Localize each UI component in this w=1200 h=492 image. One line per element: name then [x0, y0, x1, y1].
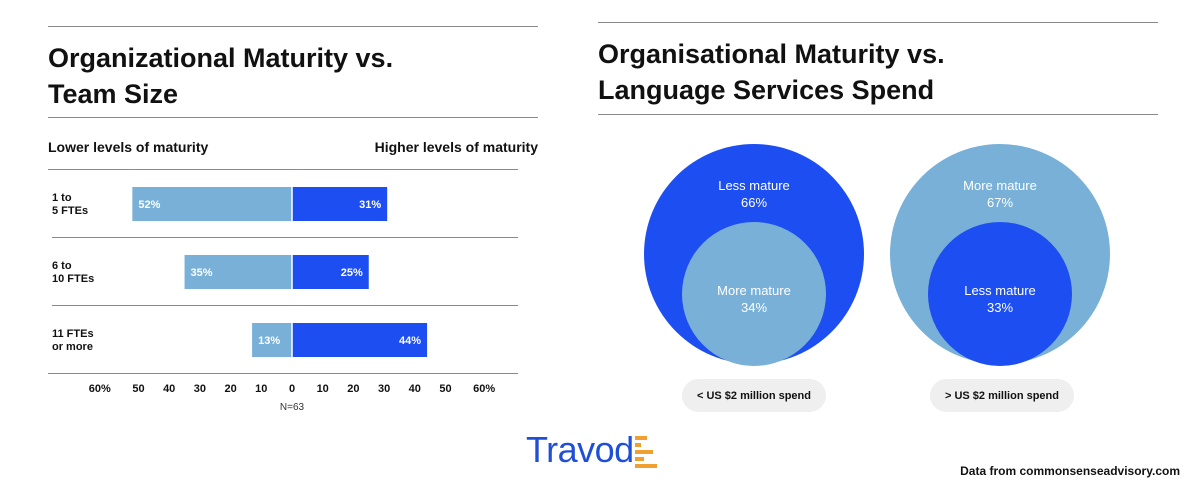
higher-value-label: 44% [399, 335, 421, 347]
higher-maturity-label: Higher levels of maturity [374, 139, 538, 155]
sample-size-note: N=63 [280, 402, 305, 413]
travod-logo: Travod [526, 430, 659, 470]
left-chart-title: Organizational Maturity vs. Team Size [48, 40, 538, 112]
inner-circle [682, 222, 826, 366]
circle-layer: Less mature 66% More mature 34% More mature 6… [644, 144, 1110, 366]
x-tick-label: 10 [317, 383, 329, 395]
bar-lower-maturity [252, 323, 292, 357]
spend-under-2m-pill: < US $2 million spend [682, 379, 826, 412]
bar-higher-maturity [292, 255, 369, 289]
travod-logo-text: Travod [526, 429, 634, 470]
bar-lower-maturity [184, 255, 292, 289]
inner-circle-value: 34% [741, 300, 767, 315]
team-size-bar-chart: 1 to 5 FTEs 52% 31% 6 to 10 FTEs 35% 25% 11 FTEs… [48, 169, 518, 413]
higher-value-label: 25% [341, 267, 363, 279]
right-chart-title: Organisational Maturity vs. Language Ser… [598, 36, 1158, 108]
left-top-rule [48, 26, 538, 27]
logo-stripes-icon [634, 436, 657, 468]
lower-value-label: 35% [191, 267, 213, 279]
outer-circle-value: 67% [987, 195, 1013, 210]
inner-circle [928, 222, 1072, 366]
x-tick-label: 60% [89, 383, 111, 395]
x-tick-label: 30 [194, 383, 206, 395]
inner-circle-value: 33% [987, 300, 1013, 315]
x-tick-label: 20 [224, 383, 236, 395]
x-tick-label: 10 [255, 383, 267, 395]
x-tick-label: 50 [132, 383, 144, 395]
spend-circles-chart: Less mature 66% More mature 34% More mature 6… [644, 144, 1110, 366]
right-top-rule [598, 22, 1158, 23]
spend-over-2m-pill: > US $2 million spend [930, 379, 1074, 412]
x-tick-label: 0 [289, 383, 295, 395]
left-title-line2: Team Size [48, 79, 179, 109]
data-source-note: Data from commonsenseadvisory.com [960, 464, 1180, 478]
x-tick-label: 20 [347, 383, 359, 395]
left-title-line1: Organizational Maturity vs. [48, 43, 394, 73]
category-label: 1 to 5 FTEs [52, 192, 88, 217]
inner-circle-label: More mature [717, 283, 791, 298]
outer-circle-value: 66% [741, 195, 767, 210]
x-tick-label: 30 [378, 383, 390, 395]
right-title-line1: Organisational Maturity vs. [598, 39, 945, 69]
higher-value-label: 31% [359, 199, 381, 211]
inner-circle-label: Less mature [964, 283, 1036, 298]
lower-value-label: 52% [138, 199, 160, 211]
category-label: 6 to 10 FTEs [52, 260, 94, 285]
lower-maturity-label: Lower levels of maturity [48, 139, 209, 155]
lower-value-label: 13% [258, 335, 280, 347]
right-title-line2: Language Services Spend [598, 75, 935, 105]
category-label: 11 FTEs or more [52, 328, 94, 353]
bar-lower-maturity [132, 187, 292, 221]
x-tick-label: 50 [439, 383, 451, 395]
x-tick-label: 40 [409, 383, 421, 395]
bar-higher-maturity [292, 187, 388, 221]
x-tick-label: 60% [473, 383, 495, 395]
outer-circle-label: Less mature [718, 178, 790, 193]
left-mid-rule [48, 117, 538, 118]
bar-layer: 1 to 5 FTEs 52% 31% 6 to 10 FTEs 35% 25% 11 FTEs… [48, 169, 518, 413]
x-tick-label: 40 [163, 383, 175, 395]
bar-higher-maturity [292, 323, 428, 357]
outer-circle-label: More mature [963, 178, 1037, 193]
right-mid-rule [598, 114, 1158, 115]
